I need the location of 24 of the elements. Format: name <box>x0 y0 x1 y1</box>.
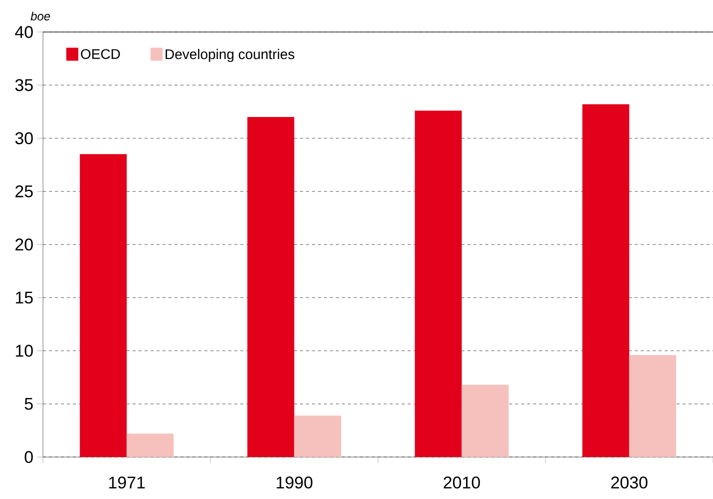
bar <box>126 434 174 457</box>
y-tick-label: 25 <box>16 185 33 198</box>
y-tick-label: 15 <box>16 292 33 304</box>
y-tick-label: 10 <box>16 344 33 357</box>
x-tick-label: 2030 <box>611 476 648 489</box>
bar <box>462 384 509 457</box>
bar <box>294 416 342 457</box>
x-tick-label: 2010 <box>444 476 480 489</box>
y-axis-title: boe <box>30 12 50 20</box>
x-tick-label: 1971 <box>109 476 145 489</box>
y-tick-label: 30 <box>15 132 33 144</box>
y-tick-label: 40 <box>15 26 33 38</box>
y-tick-label: 35 <box>15 79 33 92</box>
bar <box>582 104 630 457</box>
bar <box>414 110 462 457</box>
bar <box>80 154 127 457</box>
y-tick-label: 20 <box>16 238 33 250</box>
bar <box>629 355 676 457</box>
legend-label: Developing countries <box>166 48 294 62</box>
y-tick-label: 0 <box>24 451 33 464</box>
x-tick-label: 1990 <box>276 476 312 489</box>
legend-label: OECD <box>80 49 120 59</box>
bar <box>247 116 294 457</box>
y-tick-label: 5 <box>24 398 33 410</box>
